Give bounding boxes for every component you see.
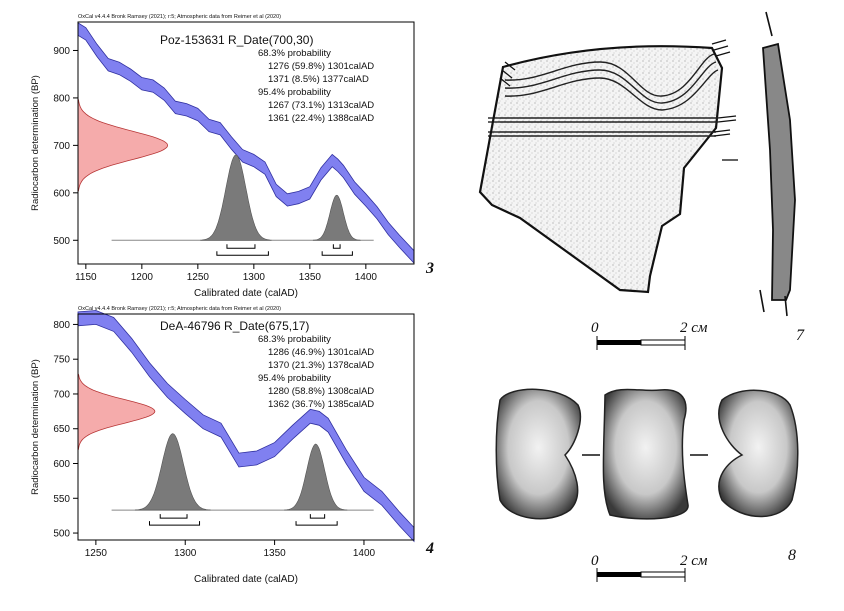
x-axis-label: Calibrated date (calAD) [194,574,298,585]
chart-title: Poz-153631 R_Date(700,30) [160,33,313,47]
drawing-number-7: 7 [796,327,805,344]
panel-number: 4 [425,540,434,557]
range-68-bracket [309,514,326,519]
pottery-sherd-drawing [478,39,738,294]
bone-view-right [718,389,799,518]
scale-label-zero: 0 [591,320,599,336]
sherd-body [478,45,724,294]
x-tick-label: 1400 [355,272,378,283]
calibration-curve-band [77,310,415,543]
prob-line: 1371 (8.5%) 1377calAD [268,74,369,85]
y-tick-label: 500 [53,529,70,540]
prob-line: 95.4% probability [258,87,331,98]
prob-line: 1362 (36.7%) 1385calAD [268,399,374,410]
bone-view-left [495,388,582,520]
posterior-peak [200,154,272,241]
scale-bar-2: 0 2 см [591,553,708,582]
sherd-horizontal-lines [500,117,718,137]
posterior-peak [284,443,348,511]
plot-frame [77,313,415,541]
probability-text: 68.3% probability 1286 (46.9%) 1301calAD… [258,334,374,410]
prob-line: 1280 (58.8%) 1308calAD [268,386,374,397]
x-tick-label: 1200 [131,272,154,283]
prob-line: 1370 (21.3%) 1378calAD [268,360,374,371]
scale-bar-1: 0 2 см [591,320,708,350]
prob-line: 1286 (46.9%) 1301calAD [268,347,374,358]
y-tick-label: 800 [53,93,70,104]
range-68-bracket [226,244,256,249]
posterior-peak [134,433,211,511]
x-tick-label: 1350 [263,548,286,559]
bone-photo-views [495,388,799,520]
y-tick-label: 700 [53,141,70,152]
y-axis-label: Radiocarbon determination (BP) [30,359,41,495]
range-68-bracket [332,244,341,249]
range-68-bracket [159,514,188,519]
prob-line: 68.3% probability [258,48,331,59]
y-tick-label: 700 [53,389,70,400]
y-tick-label: 600 [53,188,70,199]
y-tick-label: 900 [53,46,70,57]
posterior-peak [312,194,361,241]
panel-number: 3 [425,260,434,277]
range-95-bracket [295,521,338,526]
calibration-chart-3: OxCal v4.4.4 Bronk Ramsey (2021); r:5; A… [30,14,434,299]
drawing-number-8: 8 [788,547,796,564]
calibration-chart-4: OxCal v4.4.4 Bronk Ramsey (2021); r:5; A… [30,306,434,585]
range-95-bracket [148,521,201,526]
scale-label-2cm: 2 см [680,320,708,336]
y-tick-label: 800 [53,320,70,331]
y-tick-label: 650 [53,424,70,435]
prob-line: 68.3% probability [258,334,331,345]
range-95-bracket [321,251,353,256]
scale-label-zero: 0 [591,553,599,569]
probability-text: 68.3% probability 1276 (59.8%) 1301calAD… [258,48,374,124]
sherd-cross-section [759,11,796,317]
sherd-wavy-ornament [504,53,719,111]
prob-line: 1361 (22.4%) 1388calAD [268,113,374,124]
x-tick-label: 1300 [174,548,197,559]
x-tick-label: 1150 [75,272,97,283]
bone-view-middle [602,388,689,520]
y-tick-label: 600 [53,459,70,470]
sherd-section-marks [488,39,738,161]
chart-header: OxCal v4.4.4 Bronk Ramsey (2021); r:5; A… [78,306,281,312]
y-tick-label: 550 [53,494,70,505]
prob-line: 1267 (73.1%) 1313calAD [268,100,374,111]
y-tick-label: 750 [53,355,70,366]
prob-line: 95.4% probability [258,373,331,384]
chart-title: DeA-46796 R_Date(675,17) [160,319,309,333]
y-axis-label: Radiocarbon determination (BP) [30,75,41,211]
chart-header: OxCal v4.4.4 Bronk Ramsey (2021); r:5; A… [78,14,281,20]
range-95-bracket [216,251,269,256]
x-tick-label: 1350 [299,272,322,283]
x-axis-label: Calibrated date (calAD) [194,288,298,299]
prob-line: 1276 (59.8%) 1301calAD [268,61,374,72]
plot-frame [77,21,415,265]
x-tick-label: 1300 [243,272,266,283]
x-tick-label: 1250 [85,548,108,559]
scale-label-2cm: 2 см [680,553,708,569]
measurement-distribution [77,99,169,192]
measurement-distribution [77,373,156,450]
x-tick-label: 1400 [353,548,376,559]
y-tick-label: 500 [53,236,70,247]
x-tick-label: 1250 [187,272,210,283]
